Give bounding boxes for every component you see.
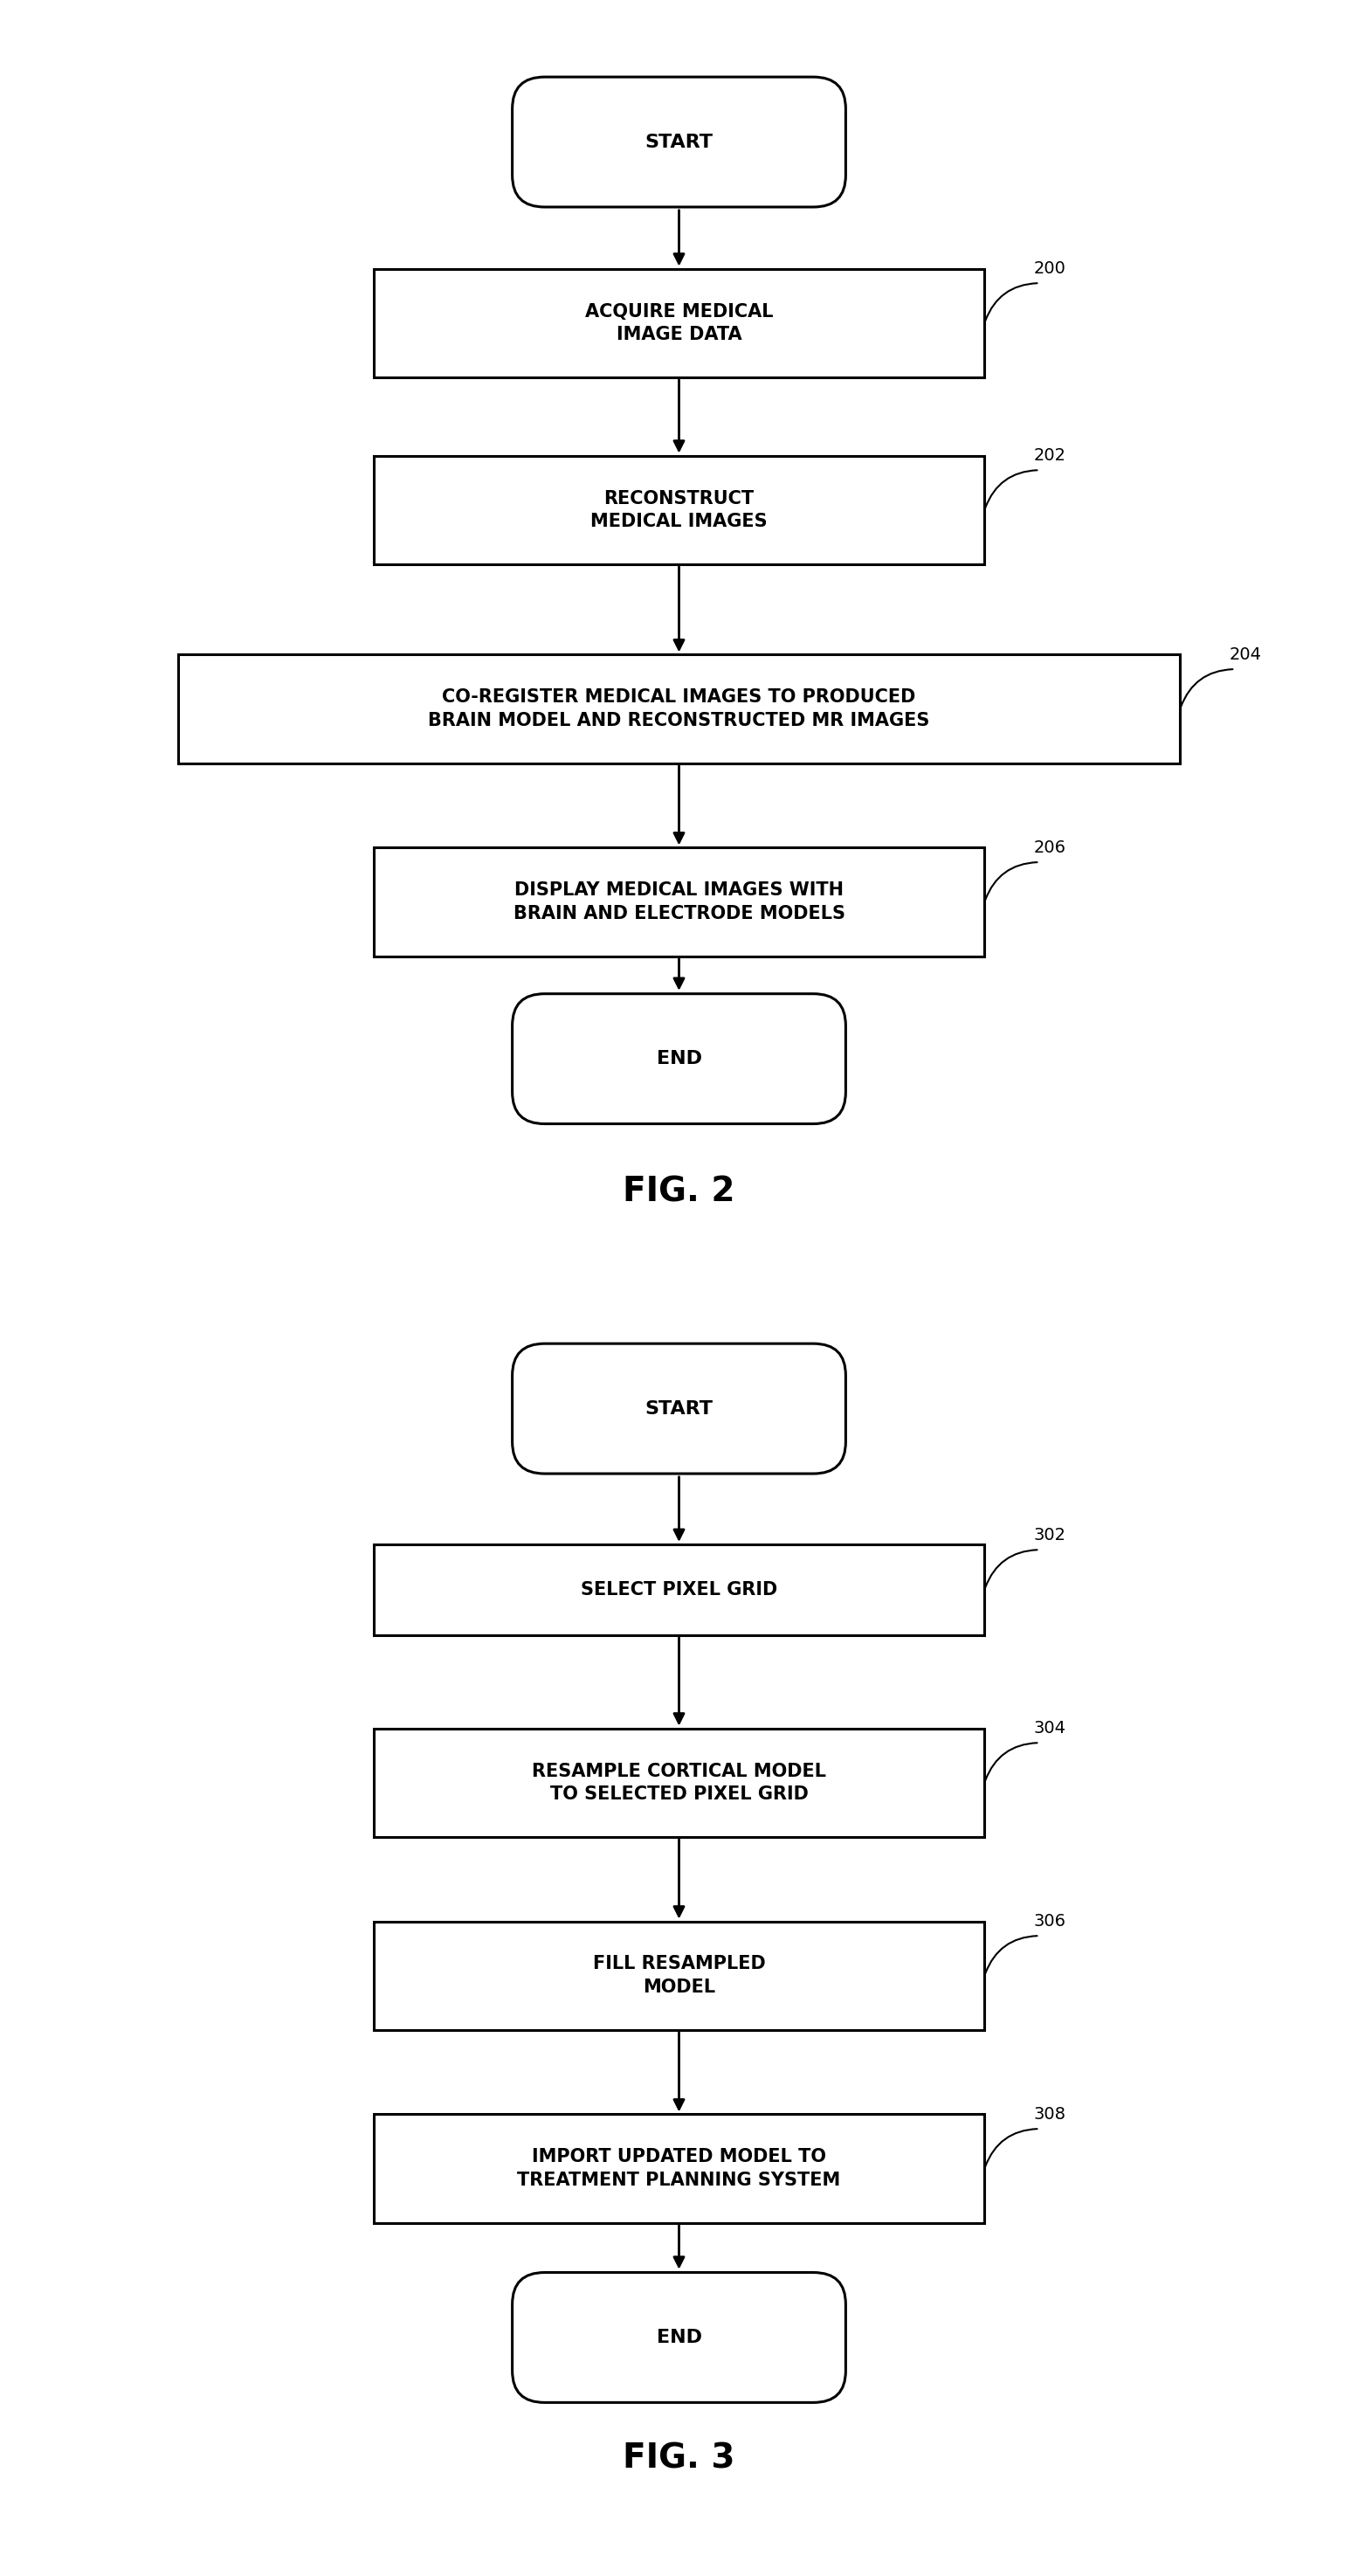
FancyBboxPatch shape — [178, 654, 1180, 762]
Text: START: START — [645, 1399, 713, 1417]
FancyBboxPatch shape — [373, 1728, 985, 1837]
Text: RESAMPLE CORTICAL MODEL
TO SELECTED PIXEL GRID: RESAMPLE CORTICAL MODEL TO SELECTED PIXE… — [532, 1762, 826, 1803]
Text: 308: 308 — [1033, 2107, 1066, 2123]
FancyBboxPatch shape — [512, 2272, 846, 2403]
Text: END: END — [656, 2329, 702, 2347]
Text: 304: 304 — [1033, 1721, 1066, 1736]
Text: 200: 200 — [1033, 260, 1066, 278]
Text: DISPLAY MEDICAL IMAGES WITH
BRAIN AND ELECTRODE MODELS: DISPLAY MEDICAL IMAGES WITH BRAIN AND EL… — [513, 881, 845, 922]
FancyBboxPatch shape — [373, 1922, 985, 2030]
Text: CO-REGISTER MEDICAL IMAGES TO PRODUCED
BRAIN MODEL AND RECONSTRUCTED MR IMAGES: CO-REGISTER MEDICAL IMAGES TO PRODUCED B… — [428, 688, 930, 729]
Text: FIG. 2: FIG. 2 — [623, 1175, 735, 1208]
Text: SELECT PIXEL GRID: SELECT PIXEL GRID — [581, 1582, 777, 1597]
Text: 302: 302 — [1033, 1528, 1066, 1543]
FancyBboxPatch shape — [512, 77, 846, 206]
Text: 202: 202 — [1033, 448, 1066, 464]
Text: IMPORT UPDATED MODEL TO
TREATMENT PLANNING SYSTEM: IMPORT UPDATED MODEL TO TREATMENT PLANNI… — [517, 2148, 841, 2190]
FancyBboxPatch shape — [512, 1345, 846, 1473]
Text: 306: 306 — [1033, 1914, 1066, 1929]
FancyBboxPatch shape — [373, 456, 985, 564]
Text: START: START — [645, 134, 713, 152]
Text: ACQUIRE MEDICAL
IMAGE DATA: ACQUIRE MEDICAL IMAGE DATA — [585, 301, 773, 343]
FancyBboxPatch shape — [373, 848, 985, 956]
FancyBboxPatch shape — [373, 1546, 985, 1636]
Text: FILL RESAMPLED
MODEL: FILL RESAMPLED MODEL — [592, 1955, 766, 1996]
Text: END: END — [656, 1051, 702, 1066]
FancyBboxPatch shape — [373, 2115, 985, 2223]
Text: 204: 204 — [1229, 647, 1262, 662]
Text: 206: 206 — [1033, 840, 1066, 855]
FancyBboxPatch shape — [512, 994, 846, 1123]
FancyBboxPatch shape — [373, 268, 985, 376]
Text: RECONSTRUCT
MEDICAL IMAGES: RECONSTRUCT MEDICAL IMAGES — [591, 489, 767, 531]
Text: FIG. 3: FIG. 3 — [623, 2442, 735, 2476]
